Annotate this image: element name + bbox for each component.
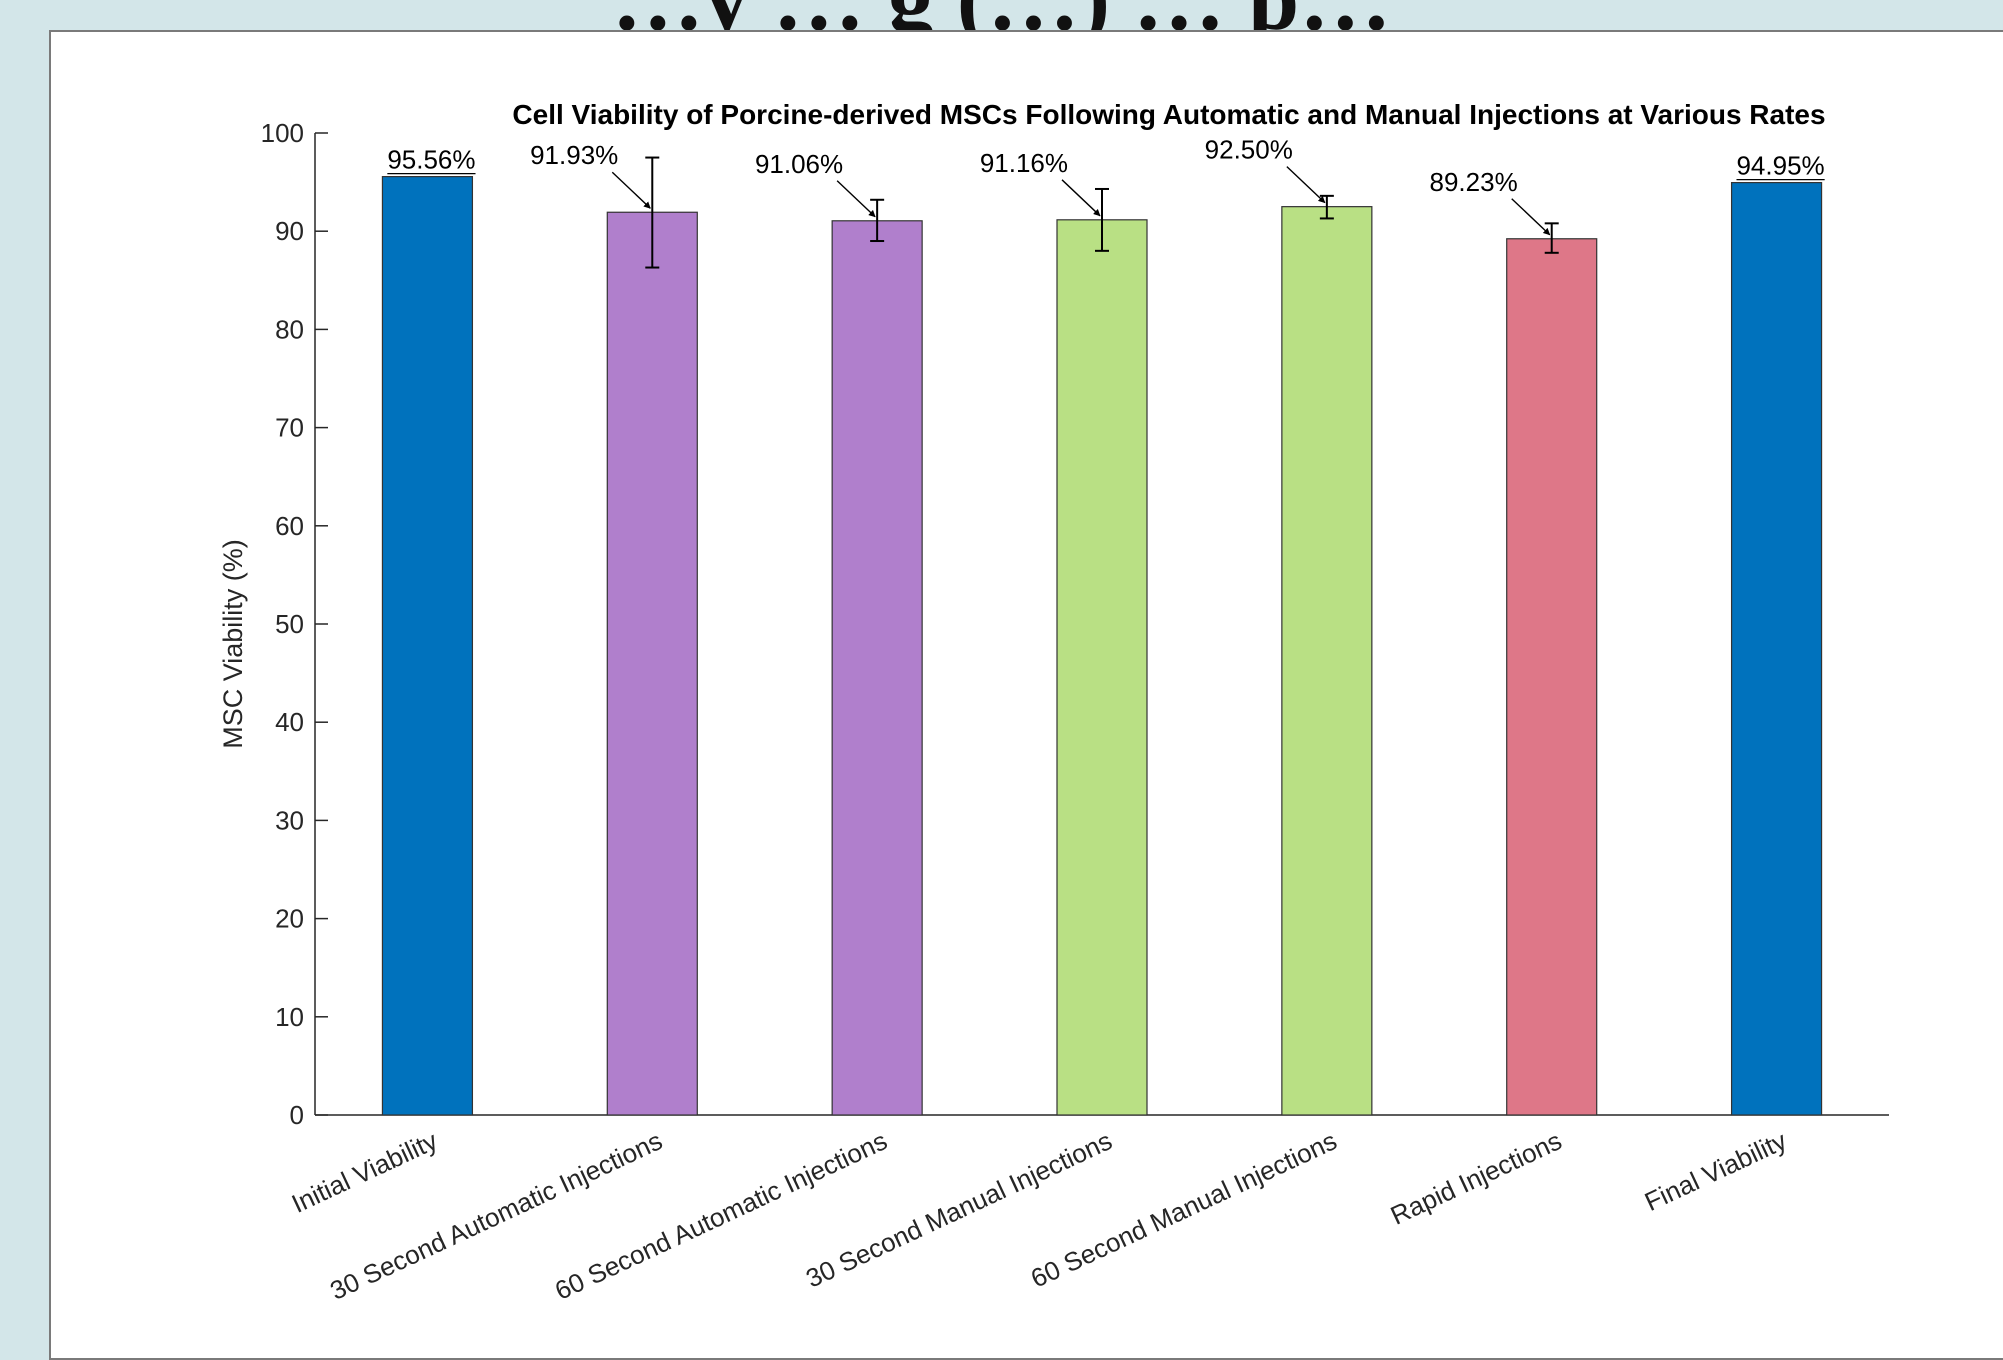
y-tick-label: 70	[275, 413, 304, 443]
value-label: 94.95%	[1736, 151, 1824, 181]
value-label-arrow	[611, 171, 651, 209]
y-tick-label: 30	[275, 805, 304, 835]
value-label: 91.93%	[530, 140, 618, 170]
value-label: 89.23%	[1430, 167, 1518, 197]
y-tick-label: 0	[290, 1100, 304, 1130]
bar	[1281, 206, 1373, 1116]
bar	[831, 220, 923, 1116]
error-bars	[645, 156, 1559, 269]
x-tick-label: Final Viability	[1640, 1125, 1791, 1217]
y-tick-label: 10	[275, 1002, 304, 1032]
figure-panel: Cell Viability of Porcine-derived MSCs F…	[49, 30, 2003, 1360]
bar	[606, 211, 698, 1116]
value-label: 91.06%	[755, 149, 843, 179]
value-label: 95.56%	[387, 145, 475, 175]
y-tick-label: 60	[275, 511, 304, 541]
y-axis-label: MSC Viability (%)	[218, 539, 248, 749]
value-label-arrow	[836, 180, 876, 218]
y-tick-label: 40	[275, 707, 304, 737]
bars	[381, 176, 1823, 1116]
value-labels: 95.56% 91.93% 91.06% 91.16% 92.50% 89.23% 94.9…	[387, 135, 1825, 236]
bar	[1730, 181, 1823, 1116]
value-label: 92.50%	[1205, 135, 1293, 165]
bar-chart: Cell Viability of Porcine-derived MSCs F…	[218, 99, 1889, 1306]
bar	[1056, 219, 1148, 1116]
bar	[381, 176, 474, 1116]
value-label-arrow	[1511, 198, 1551, 236]
chart-title: Cell Viability of Porcine-derived MSCs F…	[512, 99, 1825, 130]
y-tick-label: 90	[275, 216, 304, 246]
value-label-arrow	[1061, 179, 1101, 217]
x-tick-label: Rapid Injections	[1386, 1125, 1566, 1230]
y-tick-label: 80	[275, 314, 304, 344]
y-tick-label: 100	[261, 118, 304, 148]
value-label-arrow	[1286, 166, 1326, 204]
y-tick-label: 20	[275, 904, 304, 934]
x-tick-label: Initial Viability	[287, 1125, 442, 1219]
value-label: 91.16%	[980, 148, 1068, 178]
bar	[1506, 238, 1598, 1116]
y-tick-label: 50	[275, 609, 304, 639]
